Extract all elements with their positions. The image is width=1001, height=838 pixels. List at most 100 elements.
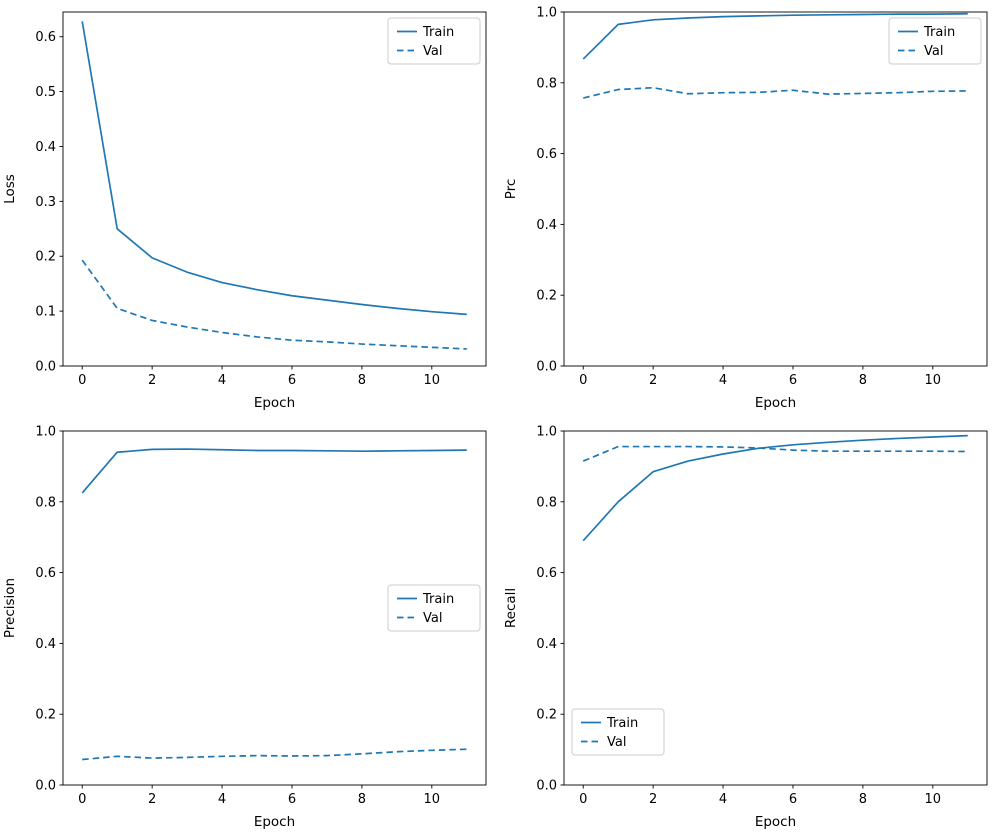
chart-precision: 0 2 4 6 8 10 Epoch 0.0 0.2 0.4 0.6 0.8 1.0 Precision T…: [0, 419, 501, 838]
val-line: [81, 259, 467, 350]
legend: Train Val: [387, 17, 481, 65]
x-tick-label: 2: [649, 792, 657, 807]
x-axis-label: Epoch: [754, 395, 795, 411]
train-line: [582, 434, 968, 542]
legend-label-val: Val: [924, 44, 943, 59]
x-tick-label: 0: [579, 792, 587, 807]
y-axis-label: Prc: [503, 179, 519, 200]
y-tick-label: 0.5: [35, 85, 56, 100]
chart-loss: 0 2 4 6 8 10 Epoch 0.0 0.1 0.2 0.3 0.4 0.5 0.6 Loss Tra…: [0, 0, 501, 419]
x-axis-label: Epoch: [754, 814, 795, 830]
recall-plot: 0 2 4 6 8 10 Epoch 0.0 0.2 0.4 0.6 0.8 1.0 Recall Trai…: [503, 425, 987, 830]
y-tick-label: 0.6: [35, 30, 56, 45]
x-tick-label: 0: [78, 373, 86, 388]
y-tick-label: 0.0: [536, 360, 557, 375]
legend-label-train: Train: [422, 25, 454, 40]
x-axis: 0 2 4 6 8 10 Epoch: [579, 785, 941, 830]
legend-label-train: Train: [422, 592, 454, 607]
x-tick-label: 6: [788, 373, 796, 388]
x-tick-label: 0: [579, 373, 587, 388]
y-tick-label: 0.0: [35, 360, 56, 375]
y-tick-label: 0.4: [536, 218, 557, 233]
x-tick-label: 4: [218, 373, 226, 388]
y-tick-label: 0.2: [35, 250, 56, 265]
y-axis-label: Recall: [503, 588, 519, 628]
plot-frame: [563, 11, 987, 367]
x-tick-label: 2: [148, 792, 156, 807]
x-tick-label: 6: [288, 373, 296, 388]
legend: Train Val: [571, 708, 664, 756]
x-tick-label: 2: [649, 373, 657, 388]
y-tick-label: 0.2: [536, 289, 557, 304]
train-line: [81, 21, 467, 316]
plot-frame: [62, 430, 487, 786]
loss-plot: 0 2 4 6 8 10 Epoch 0.0 0.1 0.2 0.3 0.4 0.5 0.6 Loss Tra…: [2, 11, 487, 411]
y-axis: 0.0 0.2 0.4 0.6 0.8 1.0 Prc: [503, 6, 564, 375]
y-axis-label: Loss: [2, 174, 18, 204]
chart-recall: 0 2 4 6 8 10 Epoch 0.0 0.2 0.4 0.6 0.8 1.0 Recall Trai…: [501, 419, 1001, 838]
val-line: [582, 445, 968, 462]
y-tick-label: 0.4: [35, 637, 56, 652]
x-tick-label: 10: [924, 792, 941, 807]
legend-label-val: Val: [423, 611, 442, 626]
x-tick-label: 10: [424, 792, 441, 807]
legend-frame: [571, 708, 664, 756]
legend-frame: [888, 17, 981, 65]
train-line: [582, 12, 968, 60]
y-axis: 0.0 0.2 0.4 0.6 0.8 1.0 Recall: [503, 425, 564, 794]
y-tick-label: 0.4: [536, 637, 557, 652]
legend-label-train: Train: [923, 25, 955, 40]
y-tick-label: 0.0: [35, 779, 56, 794]
x-tick-label: 8: [358, 792, 366, 807]
legend-label-val: Val: [607, 735, 626, 750]
y-tick-label: 0.4: [35, 140, 56, 155]
prc-plot: 0 2 4 6 8 10 Epoch 0.0 0.2 0.4 0.6 0.8 1.0 Prc Train Va…: [503, 6, 987, 411]
x-tick-label: 0: [78, 792, 86, 807]
y-tick-label: 1.0: [35, 425, 56, 440]
legend-frame: [387, 584, 481, 632]
plot-frame: [62, 11, 487, 367]
precision-plot: 0 2 4 6 8 10 Epoch 0.0 0.2 0.4 0.6 0.8 1.0 Precision T…: [2, 425, 487, 830]
y-tick-label: 0.3: [35, 195, 56, 210]
y-tick-label: 0.2: [536, 708, 557, 723]
x-tick-label: 10: [424, 373, 441, 388]
x-axis: 0 2 4 6 8 10 Epoch: [78, 366, 440, 411]
val-line: [582, 86, 968, 99]
y-tick-label: 0.6: [536, 566, 557, 581]
y-tick-label: 0.8: [536, 76, 557, 91]
legend-label-val: Val: [423, 44, 442, 59]
train-line: [81, 448, 467, 494]
legend-label-train: Train: [606, 716, 638, 731]
x-tick-label: 8: [358, 373, 366, 388]
y-tick-label: 0.0: [536, 779, 557, 794]
y-tick-label: 1.0: [536, 6, 557, 21]
chart-prc: 0 2 4 6 8 10 Epoch 0.0 0.2 0.4 0.6 0.8 1.0 Prc Train Va…: [501, 0, 1001, 419]
x-tick-label: 6: [288, 792, 296, 807]
y-axis: 0.0 0.2 0.4 0.6 0.8 1.0 Precision: [2, 425, 63, 794]
x-tick-label: 10: [924, 373, 941, 388]
x-tick-label: 4: [218, 792, 226, 807]
x-tick-label: 6: [788, 792, 796, 807]
x-axis: 0 2 4 6 8 10 Epoch: [579, 366, 941, 411]
x-tick-label: 8: [858, 792, 866, 807]
x-axis-label: Epoch: [254, 814, 295, 830]
y-tick-label: 0.8: [35, 495, 56, 510]
legend: Train Val: [888, 17, 981, 65]
y-tick-label: 0.6: [536, 147, 557, 162]
y-tick-label: 1.0: [536, 425, 557, 440]
y-tick-label: 0.2: [35, 708, 56, 723]
y-tick-label: 0.8: [536, 495, 557, 510]
x-tick-label: 8: [858, 373, 866, 388]
y-axis-label: Precision: [2, 578, 18, 638]
val-line: [82, 748, 467, 761]
y-tick-label: 0.6: [35, 566, 56, 581]
x-tick-label: 4: [718, 792, 726, 807]
x-axis-label: Epoch: [254, 395, 295, 411]
plot-frame: [563, 430, 987, 786]
y-axis: 0.0 0.1 0.2 0.3 0.4 0.5 0.6 Loss: [2, 30, 63, 375]
x-tick-label: 4: [718, 373, 726, 388]
legend-frame: [387, 17, 481, 65]
x-axis: 0 2 4 6 8 10 Epoch: [78, 785, 440, 830]
legend: Train Val: [387, 584, 481, 632]
